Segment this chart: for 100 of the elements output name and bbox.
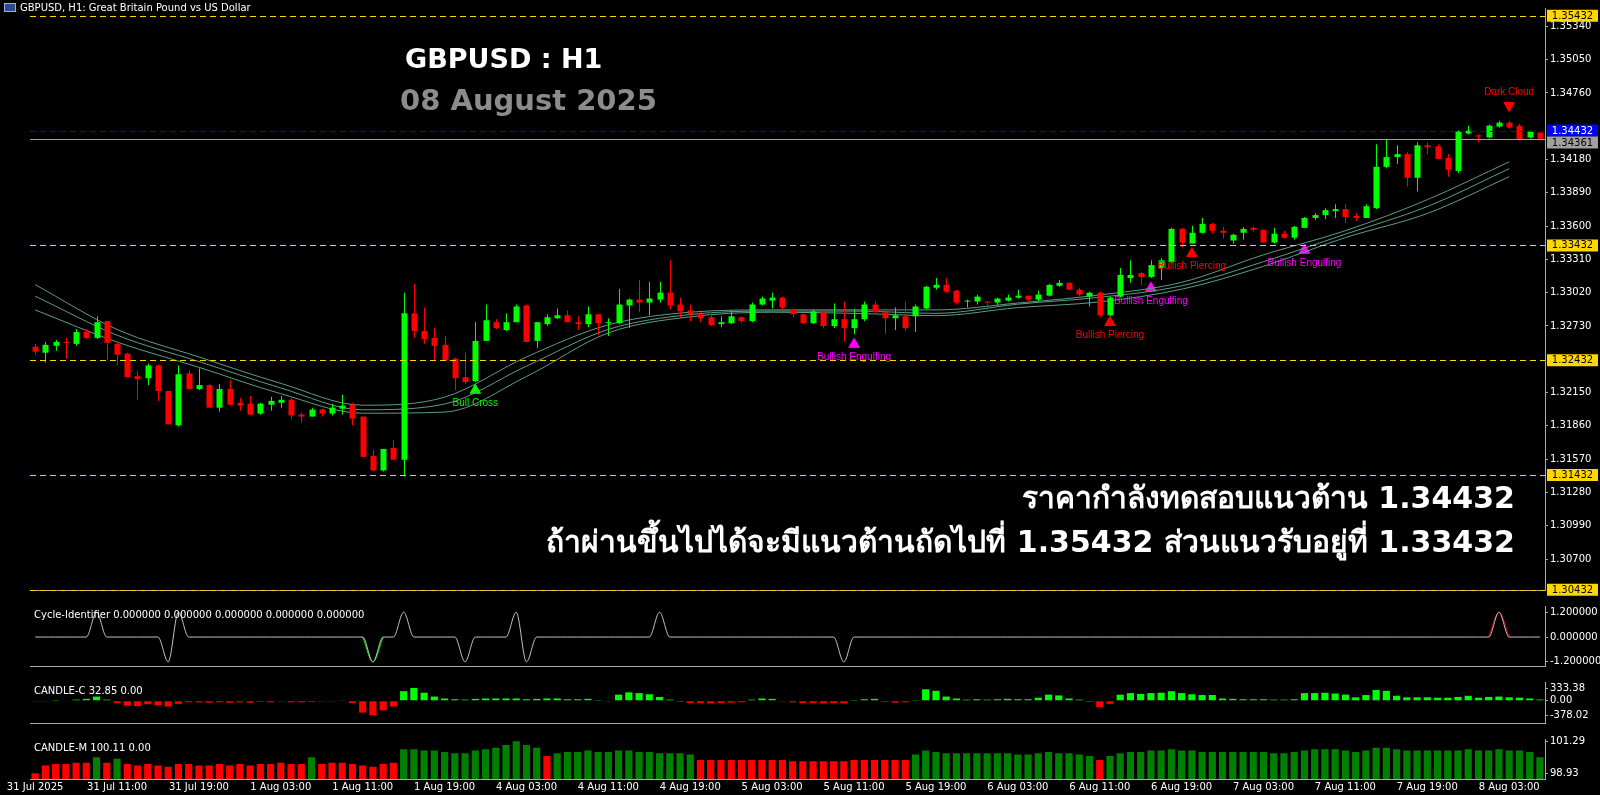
candlestick xyxy=(1383,138,1390,169)
x-tick-label: 1 Aug 03:00 xyxy=(250,780,312,792)
candlestick xyxy=(1445,153,1452,178)
x-tick-label: 5 Aug 03:00 xyxy=(741,780,803,792)
candlestick xyxy=(626,298,633,329)
candlestick xyxy=(206,383,213,409)
candlestick xyxy=(1097,291,1104,318)
x-tick-label: 6 Aug 03:00 xyxy=(987,780,1049,792)
bar xyxy=(1403,697,1411,701)
candlestick xyxy=(124,352,131,378)
candlestick xyxy=(227,379,234,406)
x-tick-label: 31 Jul 11:00 xyxy=(87,780,147,792)
bar xyxy=(1055,695,1063,701)
candlestick xyxy=(421,307,428,345)
series-label: Bullish Engulfing xyxy=(1113,294,1188,306)
bar xyxy=(133,701,142,707)
chart-title: CANDLE-M 100.11 0.00 xyxy=(34,741,151,753)
candlestick xyxy=(186,369,193,391)
bar xyxy=(635,693,643,701)
y-tick-label: 1.33310 xyxy=(1550,252,1592,264)
y-tick-label: 1.35050 xyxy=(1550,53,1592,65)
ref-line-label: 1.32432 xyxy=(1551,354,1594,366)
text: 08 August 2025 xyxy=(400,82,657,118)
bar xyxy=(1331,693,1339,701)
ref-line-label: 1.33432 xyxy=(1551,239,1594,251)
bar xyxy=(369,701,377,716)
annotation: ราคากำลังทดสอบแนวต้าน 1.34432 xyxy=(1020,479,1515,517)
candlestick xyxy=(912,304,919,333)
candlestick xyxy=(1404,151,1411,188)
bar xyxy=(410,688,418,701)
candlestick xyxy=(104,320,111,362)
x-tick-label: 1 Aug 19:00 xyxy=(414,780,476,792)
candlestick xyxy=(882,311,889,335)
bar xyxy=(1352,697,1360,701)
candlestick xyxy=(216,383,223,413)
bar xyxy=(389,701,397,707)
candlestick xyxy=(636,279,643,313)
bar xyxy=(922,689,930,701)
point xyxy=(1104,316,1116,327)
ref-line-label: 1.34432 xyxy=(1551,124,1594,136)
bar xyxy=(1126,693,1135,701)
candlestick xyxy=(534,321,541,349)
candlestick xyxy=(452,357,459,391)
text: Bullish Engulfing xyxy=(1267,256,1342,268)
y-tick-label: 1.33600 xyxy=(1550,219,1592,231)
bar xyxy=(1106,701,1114,704)
candlestick xyxy=(288,397,295,420)
y-tick-label: 1.32730 xyxy=(1550,319,1592,331)
candlestick xyxy=(667,259,674,310)
y-tick-label: 0.000000 xyxy=(1550,630,1598,642)
candlestick xyxy=(605,317,612,337)
bar xyxy=(1423,697,1431,701)
bar xyxy=(123,701,131,706)
bar xyxy=(1362,695,1370,701)
ref-line-label: 1.30432 xyxy=(1551,583,1594,595)
annotation: ถ้าผ่านขึ้นไปได้จะมีแนวต้านถัดไปที่ 1.35432 ส่วนแนวรับอยู่ที่ 1.33432 xyxy=(545,520,1515,563)
bar xyxy=(1188,694,1196,701)
x-tick-label: 5 Aug 11:00 xyxy=(823,780,885,792)
bar xyxy=(359,701,367,713)
candlestick xyxy=(370,449,377,473)
x-tick-label: 6 Aug 19:00 xyxy=(1151,780,1213,792)
candlestick xyxy=(247,395,254,416)
bar xyxy=(1167,691,1175,701)
y-tick-label: 98.93 xyxy=(1550,766,1579,778)
y-tick-label: 1.33890 xyxy=(1550,186,1592,198)
candlestick xyxy=(585,305,592,328)
candlestick xyxy=(646,281,653,316)
candlestick xyxy=(923,285,930,310)
candlestick xyxy=(1107,296,1114,317)
candlestick xyxy=(595,313,602,336)
x-tick-label: 7 Aug 03:00 xyxy=(1232,780,1295,792)
ref-line-label: 1.35432 xyxy=(1551,9,1594,21)
y-tick-label: 1.30990 xyxy=(1550,519,1592,531)
y-tick-label: 101.29 xyxy=(1550,734,1585,746)
text: GBPUSD : H1 xyxy=(405,42,603,76)
y-tick-label: 1.31860 xyxy=(1550,419,1592,431)
x-tick-label: 7 Aug 11:00 xyxy=(1314,780,1376,792)
ref-line-label: 1.34361 xyxy=(1551,136,1594,148)
y-tick-label: 1.34180 xyxy=(1550,153,1592,165)
y-tick-label: 1.33020 xyxy=(1550,286,1592,298)
x-tick-label: 4 Aug 19:00 xyxy=(659,780,721,792)
candlestick xyxy=(831,302,838,329)
bar xyxy=(645,694,653,701)
x-tick-label: 31 Jul 19:00 xyxy=(168,780,229,792)
ref-line-label: 1.31432 xyxy=(1551,469,1594,481)
bar xyxy=(1208,695,1216,701)
bar xyxy=(1178,693,1186,701)
candlestick xyxy=(462,352,469,385)
x-tick-label: 6 Aug 11:00 xyxy=(1069,780,1131,792)
y-tick-label: 333.38 xyxy=(1550,681,1585,693)
bar xyxy=(1198,695,1206,701)
bar xyxy=(625,692,633,701)
text: Bullish Engulfing xyxy=(817,351,892,363)
bar xyxy=(1382,690,1390,701)
candlestick xyxy=(390,439,397,461)
bar xyxy=(1413,697,1421,701)
candlestick xyxy=(114,341,121,366)
candlestick xyxy=(902,301,909,332)
bar xyxy=(1505,697,1513,701)
series-label: Bull Cross xyxy=(452,397,499,409)
